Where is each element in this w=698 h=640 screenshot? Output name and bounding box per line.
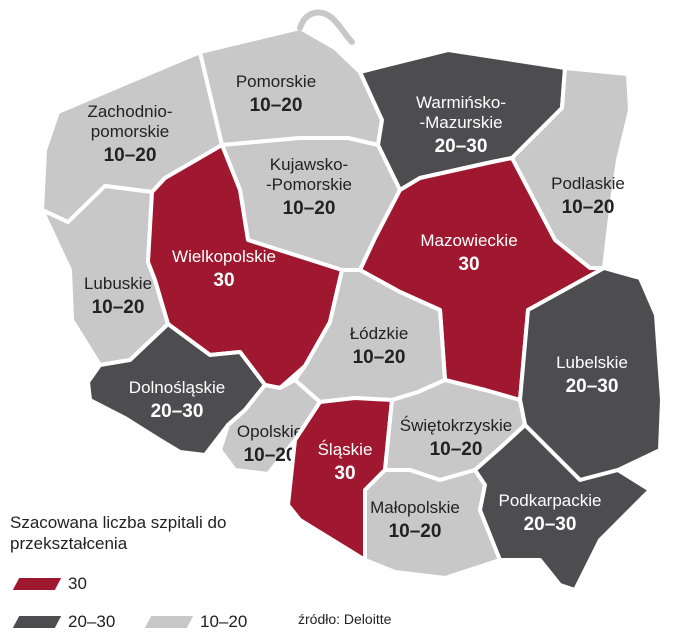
- region-kujawsko-pomorskie: Kujawsko--Pomorskie 10–20: [220, 136, 402, 272]
- region-lubelskie: Lubelskie 20–30: [518, 266, 664, 482]
- region-shape-opolskie: [218, 378, 322, 476]
- source-note: źródło: Deloitte: [298, 611, 392, 627]
- region-value-lubelskie: 20–30: [566, 376, 619, 397]
- region-name-warminsko-mazurskie: Warmińsko-: [416, 93, 506, 112]
- region-name-zachodniopomorskie: pomorskie: [91, 122, 169, 141]
- region-lodzkie: Łódzkie 10–20: [293, 268, 447, 404]
- region-value-lubuskie: 10–20: [92, 297, 145, 318]
- region-value-dolnoslaskie: 20–30: [151, 401, 204, 422]
- region-name-kujawsko-pomorskie: Kujawsko-: [270, 155, 348, 174]
- legend-label-20-30: 20–30: [68, 612, 116, 631]
- region-podlaskie: Podlaskie 10–20: [510, 66, 632, 270]
- legend-swatch-30: [12, 578, 62, 590]
- region-name-lubuskie: Lubuskie: [84, 274, 152, 293]
- region-value-swietokrzyskie: 10–20: [430, 439, 483, 460]
- legend-swatch-10-20: [144, 616, 194, 628]
- legend-label-10-20: 10–20: [200, 612, 248, 631]
- region-malopolskie: Małopolskie 10–20: [363, 468, 502, 580]
- region-value-wielkopolskie: 30: [213, 270, 234, 291]
- region-name-swietokrzyskie: Świętokrzyskie: [400, 416, 512, 435]
- region-value-mazowieckie: 30: [458, 254, 479, 275]
- region-name-dolnoslaskie: Dolnośląskie: [129, 378, 225, 397]
- region-value-zachodniopomorskie: 10–20: [104, 145, 157, 166]
- region-name-podlaskie: Podlaskie: [551, 174, 625, 193]
- region-shape-podkarpackie: [473, 423, 652, 592]
- region-name-zachodniopomorskie: Zachodnio-: [87, 102, 172, 121]
- region-name-wielkopolskie: Wielkopolskie: [172, 247, 276, 266]
- region-podkarpackie: Podkarpackie 20–30: [473, 423, 652, 592]
- legend-item-30: 30: [10, 574, 87, 594]
- legend: Szacowana liczba szpitali do przekształc…: [10, 512, 340, 554]
- region-wielkopolskie: Wielkopolskie 30: [146, 143, 344, 390]
- region-name-kujawsko-pomorskie: -Pomorskie: [266, 175, 352, 194]
- hel-peninsula: [297, 9, 355, 45]
- legend-label-30: 30: [68, 574, 87, 593]
- region-name-slaskie: Śląskie: [318, 440, 373, 459]
- region-name-warminsko-mazurskie: -Mazurskie: [419, 113, 502, 132]
- legend-item-10-20: 10–20: [142, 612, 247, 632]
- region-name-pomorskie: Pomorskie: [236, 72, 316, 91]
- legend-title: Szacowana liczba szpitali do przekształc…: [10, 513, 227, 553]
- region-value-warminsko-mazurskie: 20–30: [435, 136, 488, 157]
- region-name-podkarpackie: Podkarpackie: [498, 491, 601, 510]
- region-value-kujawsko-pomorskie: 10–20: [283, 198, 336, 219]
- region-value-slaskie: 30: [334, 463, 355, 484]
- legend-swatch-20-30: [12, 616, 62, 628]
- region-value-malopolskie: 10–20: [389, 521, 442, 542]
- region-value-podlaskie: 10–20: [562, 197, 615, 218]
- region-opolskie: Opolskie 10–20: [218, 378, 322, 476]
- region-value-podkarpackie: 20–30: [524, 514, 577, 535]
- region-name-mazowieckie: Mazowieckie: [420, 231, 517, 250]
- region-value-opolskie: 10–20: [244, 445, 297, 466]
- region-value-lodzkie: 10–20: [353, 347, 406, 368]
- region-name-malopolskie: Małopolskie: [370, 498, 460, 517]
- region-name-lodzkie: Łódzkie: [350, 324, 409, 343]
- region-value-pomorskie: 10–20: [250, 95, 303, 116]
- legend-item-20-30: 20–30: [10, 612, 115, 632]
- region-name-lubelskie: Lubelskie: [556, 353, 628, 372]
- region-name-opolskie: Opolskie: [237, 422, 303, 441]
- region-pomorskie: Pomorskie 10–20: [198, 26, 384, 147]
- region-lubuskie: Lubuskie 10–20: [40, 184, 170, 367]
